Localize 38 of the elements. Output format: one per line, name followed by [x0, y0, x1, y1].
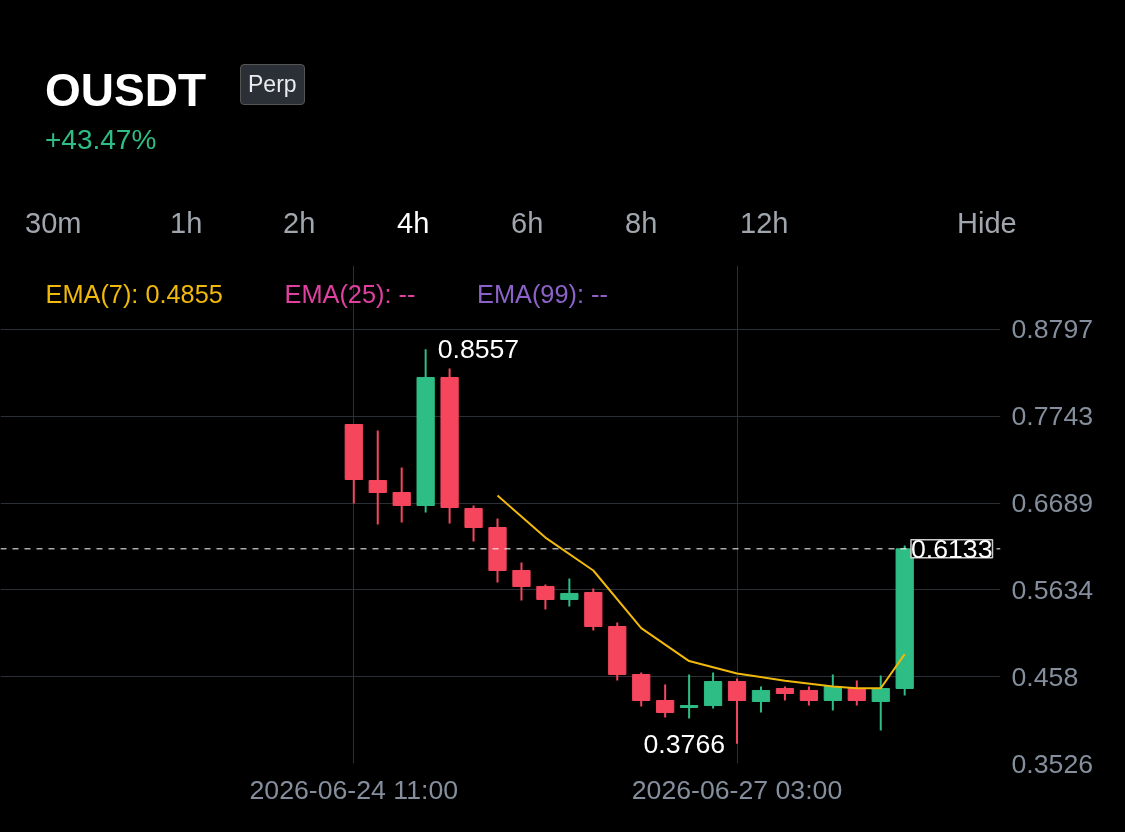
y-tick-label: 0.3526 [1011, 748, 1094, 779]
text: 1h [170, 206, 203, 241]
chart-subtitle: +43.47% [45, 123, 157, 157]
legend-label: EMA(25): -- [284, 279, 416, 308]
text: 4h [397, 206, 430, 241]
x-tick-label: 2026-06-27 03:00 [631, 774, 843, 805]
y-tick-label: 0.8797 [1011, 314, 1094, 345]
chart-title: OUSDT [45, 63, 206, 118]
text: 2h [283, 206, 316, 241]
y-tick-label: 0.5634 [1011, 574, 1094, 605]
x-tick-label: 2026-06-24 11:00 [249, 774, 459, 805]
candlestick [536, 583, 555, 611]
text: 8h [625, 206, 658, 241]
text: 30m [25, 206, 82, 241]
text: EMA(7): 0.4855 [45, 279, 223, 308]
ref-line-label: 0.6133 [910, 533, 993, 564]
candlestick [751, 685, 771, 714]
text: Hide [957, 206, 1017, 241]
y-tick-label: 0.458 [1011, 661, 1079, 692]
text: 6h [511, 206, 544, 241]
candlestick [368, 429, 387, 526]
candlestick [560, 577, 579, 608]
text: Perp [240, 64, 305, 105]
candlestick [799, 685, 819, 707]
candlestick [392, 466, 411, 524]
annotation: 0.8557 [437, 334, 520, 365]
candlestick [871, 674, 890, 732]
candlestick [680, 673, 699, 720]
candlestick [464, 504, 483, 543]
candlestick [512, 561, 531, 602]
candlestick [847, 679, 866, 707]
legend-label: EMA(99): -- [477, 279, 608, 308]
text: 12h [740, 206, 789, 241]
y-tick-label: 0.7743 [1011, 401, 1094, 432]
y-tick-label: 0.6689 [1011, 488, 1094, 519]
candlestick [727, 677, 747, 745]
candlestick [656, 683, 675, 719]
annotation: 0.3766 [643, 728, 726, 759]
